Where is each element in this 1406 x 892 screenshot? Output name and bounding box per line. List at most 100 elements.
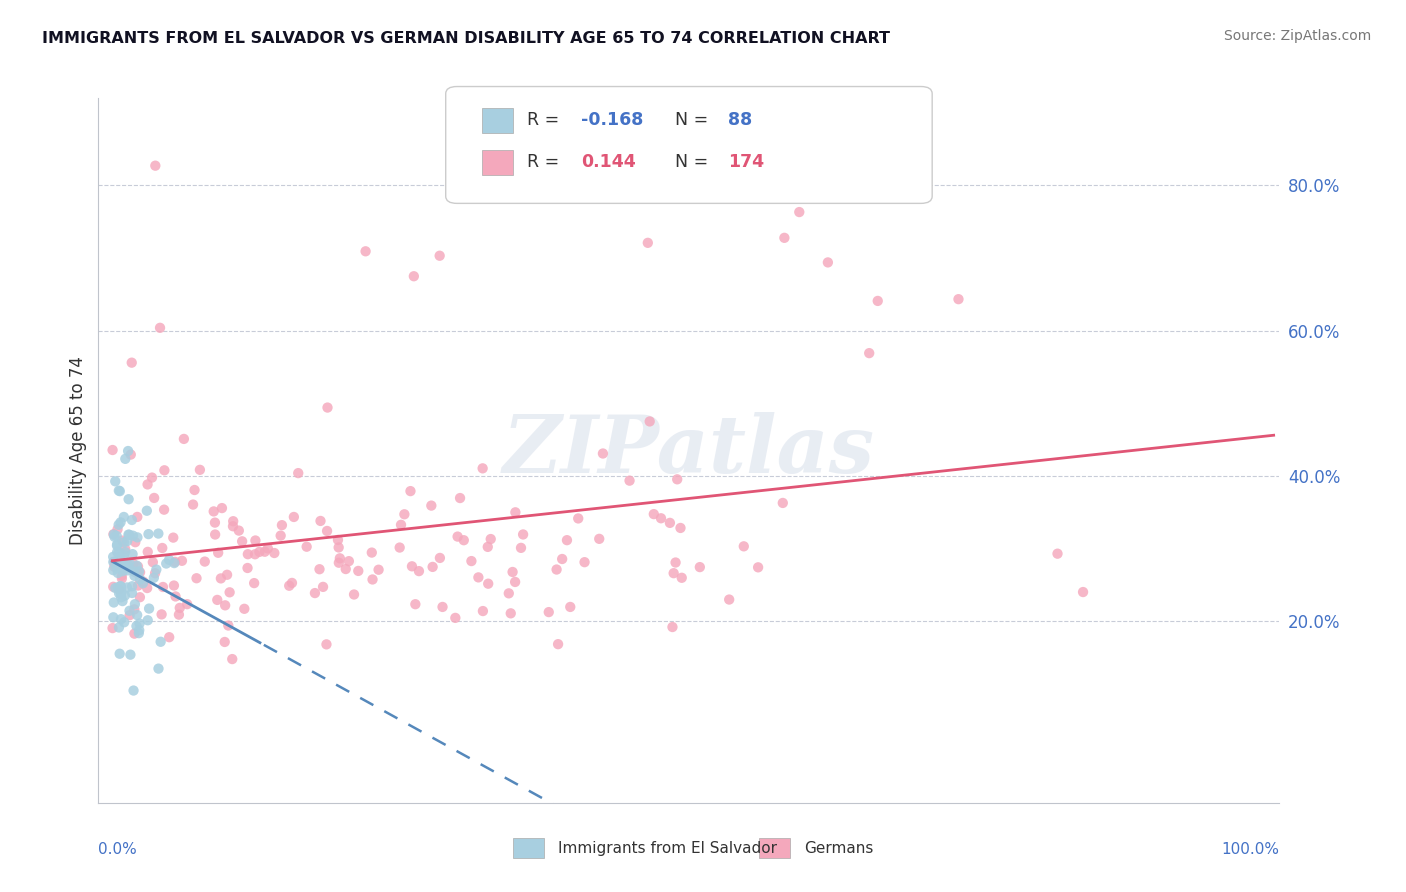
Point xyxy=(207,546,229,560)
Point xyxy=(194,555,217,569)
Point xyxy=(360,545,382,559)
Point xyxy=(103,555,125,569)
Text: N =: N = xyxy=(675,112,714,129)
Point xyxy=(118,561,141,575)
Point xyxy=(103,610,125,624)
Text: Source: ZipAtlas.com: Source: ZipAtlas.com xyxy=(1223,29,1371,43)
Point xyxy=(551,552,574,566)
Point xyxy=(1046,547,1069,561)
Point xyxy=(211,501,233,516)
Point xyxy=(103,595,125,609)
Point xyxy=(112,562,135,576)
Point xyxy=(278,579,301,593)
Point xyxy=(111,564,134,578)
Point xyxy=(574,555,596,569)
Point xyxy=(188,463,211,477)
Point xyxy=(402,269,425,284)
Point xyxy=(149,634,172,648)
Point xyxy=(181,498,204,512)
Point xyxy=(1071,585,1094,599)
Point xyxy=(429,550,451,565)
Point xyxy=(243,576,266,591)
Point xyxy=(733,539,755,553)
Point xyxy=(152,580,174,594)
Point xyxy=(467,570,489,584)
Point xyxy=(163,555,186,569)
Point xyxy=(101,621,124,635)
Point xyxy=(592,446,614,460)
Point xyxy=(163,556,186,570)
Point xyxy=(422,560,444,574)
Point xyxy=(108,582,131,597)
Point xyxy=(404,597,426,611)
Point xyxy=(287,466,309,480)
Point xyxy=(787,205,810,219)
Point xyxy=(718,592,741,607)
Point xyxy=(121,586,143,600)
Point xyxy=(115,581,138,595)
Point xyxy=(316,401,339,415)
Point xyxy=(637,235,659,250)
Text: 88: 88 xyxy=(728,112,752,129)
Point xyxy=(132,574,155,589)
Point xyxy=(138,601,160,615)
Point xyxy=(477,576,499,591)
Point xyxy=(669,521,692,535)
Point xyxy=(444,611,467,625)
Point xyxy=(471,461,494,475)
Point xyxy=(281,576,304,591)
Point xyxy=(103,527,125,541)
Point xyxy=(107,580,129,594)
Point xyxy=(228,524,250,538)
Point xyxy=(121,579,143,593)
Point xyxy=(328,556,350,570)
Point xyxy=(221,652,243,666)
Point xyxy=(128,591,150,605)
Point xyxy=(471,604,494,618)
Point xyxy=(231,534,253,549)
Text: 174: 174 xyxy=(728,153,765,171)
Point xyxy=(110,585,132,599)
Point xyxy=(110,586,132,600)
Point xyxy=(312,580,335,594)
Point xyxy=(112,615,135,630)
Text: R =: R = xyxy=(527,153,565,171)
Point xyxy=(127,509,149,524)
Point xyxy=(449,491,471,505)
Point xyxy=(118,604,141,618)
Point xyxy=(103,559,125,574)
Point xyxy=(858,346,880,360)
Point xyxy=(105,529,128,543)
Point xyxy=(186,571,208,585)
Point xyxy=(222,514,245,528)
Point xyxy=(107,546,129,560)
Point xyxy=(114,451,136,466)
Point xyxy=(129,573,152,587)
Point xyxy=(401,559,423,574)
Text: 0.0%: 0.0% xyxy=(98,841,138,856)
Point xyxy=(121,513,143,527)
Point xyxy=(308,562,330,576)
Point xyxy=(328,541,350,555)
Point xyxy=(329,551,352,566)
Point xyxy=(429,249,451,263)
Point xyxy=(122,529,145,543)
Point xyxy=(202,504,225,518)
Point xyxy=(503,574,526,589)
Point xyxy=(347,564,370,578)
Point xyxy=(136,581,159,595)
Point xyxy=(233,602,256,616)
Point xyxy=(111,533,134,548)
Point xyxy=(115,557,138,571)
Point xyxy=(121,356,143,370)
Point xyxy=(335,562,357,576)
Point xyxy=(666,472,689,486)
Point xyxy=(111,568,134,582)
Point xyxy=(103,530,125,544)
Point xyxy=(110,516,132,530)
Point xyxy=(122,565,145,579)
Point xyxy=(104,581,127,595)
Point xyxy=(326,533,349,547)
Point xyxy=(124,626,146,640)
Point xyxy=(236,561,259,575)
